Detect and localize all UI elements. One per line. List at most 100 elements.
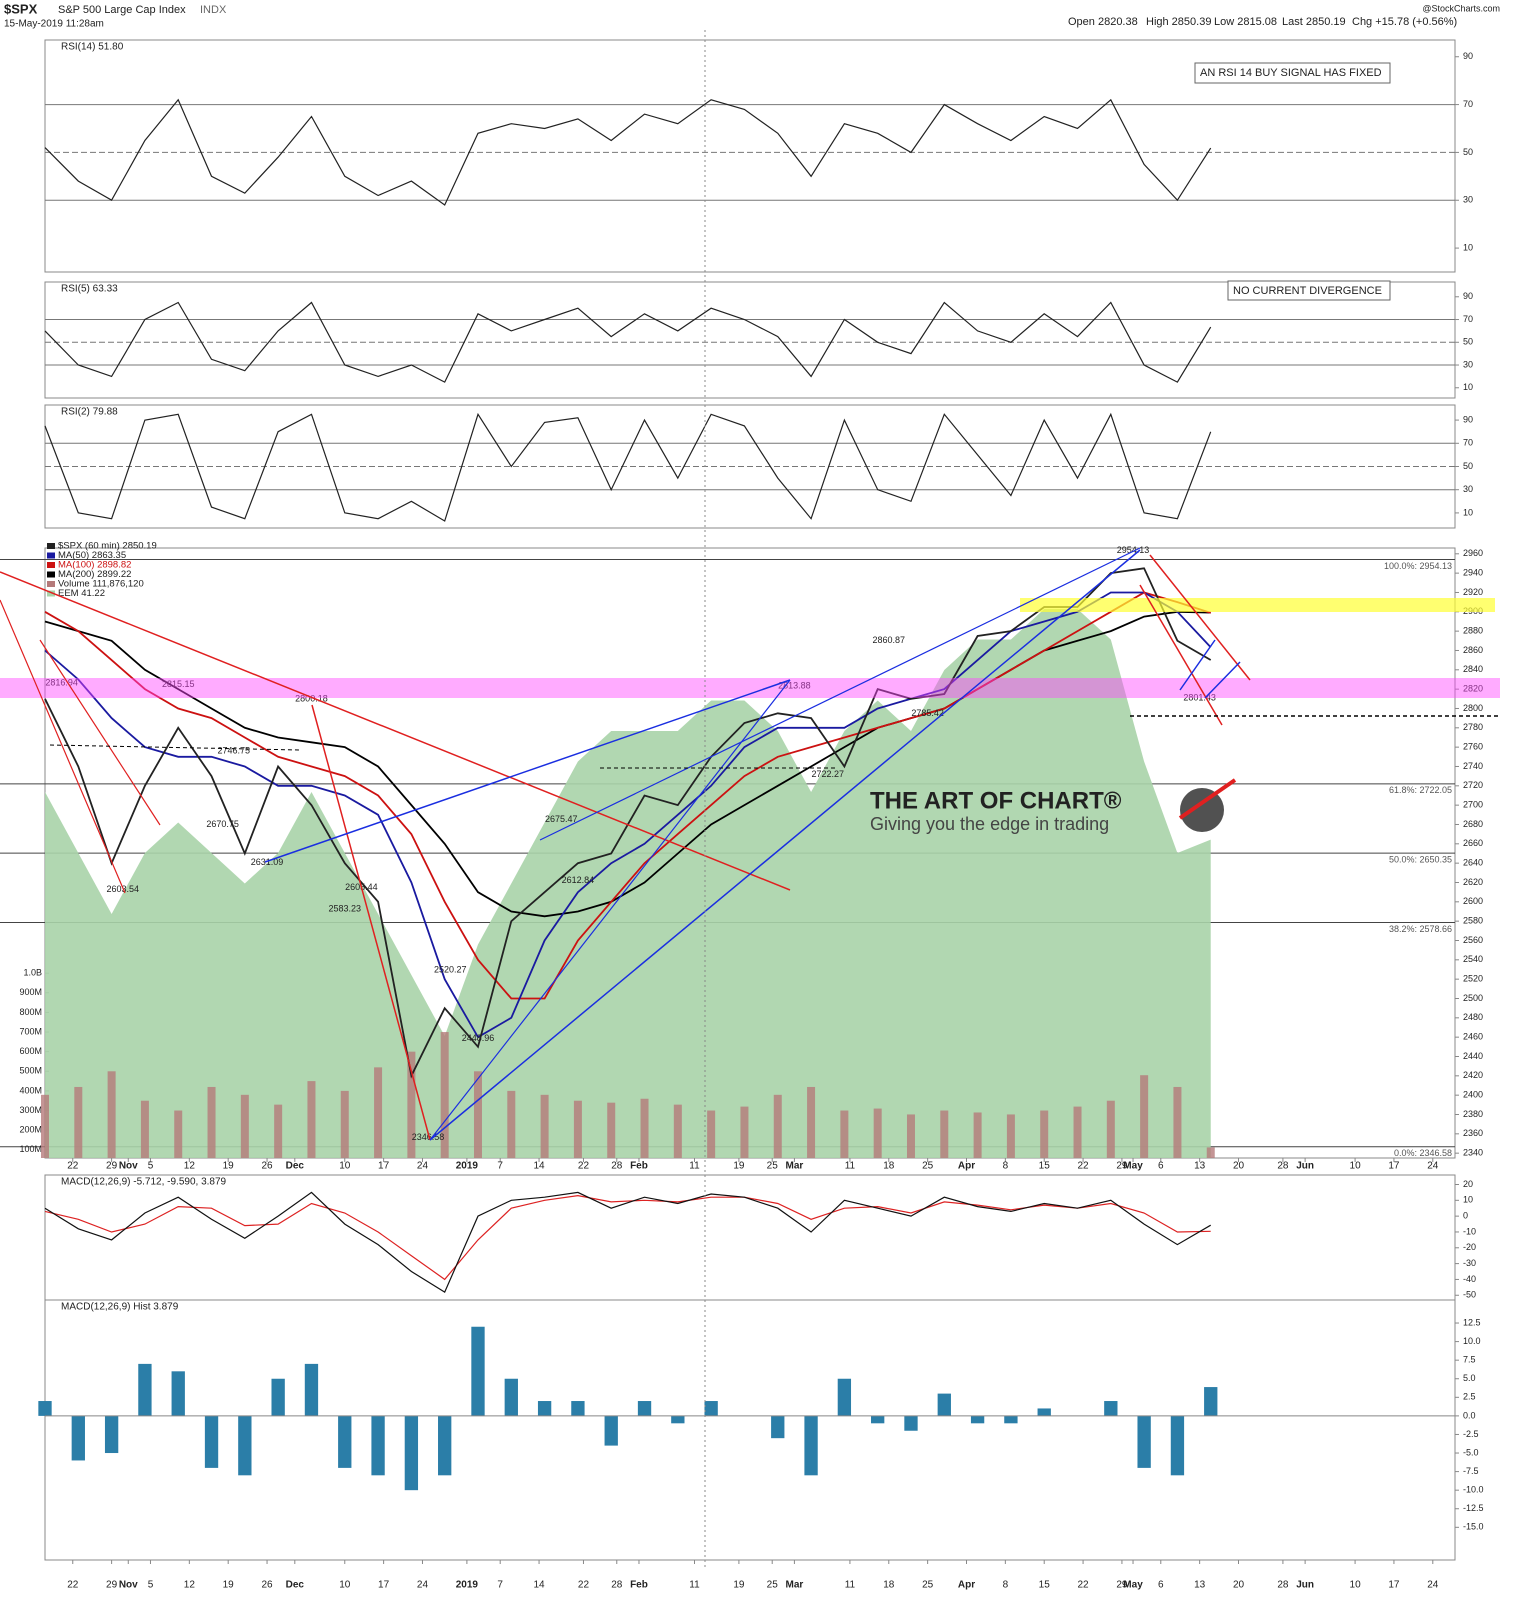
trend-line bbox=[429, 549, 1141, 1141]
volume-bar bbox=[740, 1106, 749, 1158]
trend-line bbox=[1179, 639, 1216, 691]
x-tick-label: 11 bbox=[689, 1161, 700, 1172]
trend-line bbox=[429, 679, 791, 1141]
volume-bar bbox=[1140, 1075, 1149, 1158]
x-tick-label: May bbox=[1123, 1161, 1143, 1172]
series-line bbox=[44, 301, 1212, 383]
quote: Low 2815.08 bbox=[1214, 16, 1277, 28]
volume-bar bbox=[374, 1067, 383, 1158]
y2-tick-label: 800M bbox=[19, 1007, 42, 1017]
volume-bar bbox=[940, 1110, 949, 1158]
x-tick-label: 28 bbox=[1277, 1580, 1289, 1591]
volume-bar bbox=[174, 1110, 183, 1158]
volume-bar bbox=[640, 1098, 649, 1158]
y-tick-label: 50 bbox=[1463, 337, 1473, 347]
y2-tick-label: 400M bbox=[19, 1085, 42, 1095]
x-tick-label: Nov bbox=[119, 1161, 138, 1172]
symbol-name: S&P 500 Large Cap Index bbox=[58, 4, 186, 16]
volume-bar bbox=[873, 1108, 882, 1158]
support-band bbox=[0, 678, 1500, 698]
x-tick-label: 14 bbox=[533, 1580, 545, 1591]
y-tick-label: 2480 bbox=[1463, 1012, 1483, 1022]
y-tick-label: 2800 bbox=[1463, 703, 1483, 713]
y-tick-label: 2840 bbox=[1463, 664, 1483, 674]
x-tick-label: 20 bbox=[1233, 1161, 1245, 1172]
x-tick-label: 17 bbox=[378, 1161, 390, 1172]
volume-bar bbox=[507, 1090, 516, 1158]
y-tick-label: -30 bbox=[1463, 1258, 1476, 1268]
trend-line bbox=[539, 547, 1141, 841]
legend-label: EEM 41.22 bbox=[58, 588, 105, 599]
x-tick-label: 22 bbox=[1078, 1161, 1090, 1172]
trend-line bbox=[1149, 554, 1251, 681]
volume-bar bbox=[407, 1051, 416, 1158]
x-tick-label: Mar bbox=[786, 1580, 804, 1591]
x-tick-label: 12 bbox=[184, 1161, 196, 1172]
volume-bar bbox=[840, 1110, 849, 1158]
legend-label: $SPX (60 min) 2850.19 bbox=[58, 541, 157, 552]
volume-bar bbox=[1006, 1114, 1015, 1158]
y-tick-label: -10.0 bbox=[1463, 1485, 1484, 1495]
hist-bar bbox=[904, 1415, 918, 1431]
y-tick-label: 10 bbox=[1463, 507, 1473, 517]
y-tick-label: 30 bbox=[1463, 484, 1473, 494]
y2-tick-label: 1.0B bbox=[23, 968, 42, 978]
volume-bar bbox=[207, 1086, 216, 1158]
hist-bar bbox=[970, 1415, 985, 1424]
y-tick-label: 0 bbox=[1463, 1211, 1468, 1221]
x-tick-label: 22 bbox=[578, 1580, 590, 1591]
x-tick-label: 5 bbox=[148, 1161, 154, 1172]
y-tick-label: 20 bbox=[1463, 1179, 1473, 1189]
x-tick-label: 24 bbox=[1427, 1161, 1439, 1172]
hist-bar bbox=[704, 1401, 718, 1416]
x-tick-label: 2019 bbox=[456, 1161, 479, 1172]
hist-bar bbox=[604, 1415, 618, 1446]
y-tick-label: 2340 bbox=[1463, 1148, 1483, 1158]
hist-bar bbox=[104, 1415, 119, 1454]
hist-bar bbox=[1170, 1415, 1185, 1476]
y-tick-label: 2680 bbox=[1463, 819, 1483, 829]
x-tick-label: 26 bbox=[261, 1580, 273, 1591]
hist-bar bbox=[304, 1363, 319, 1416]
legend-swatch bbox=[47, 581, 55, 587]
series-line bbox=[44, 98, 1212, 206]
volume-bar bbox=[74, 1086, 83, 1158]
fib-label: 100.0%: 2954.13 bbox=[1384, 561, 1452, 571]
y-tick-label: 90 bbox=[1463, 414, 1473, 424]
y2-tick-label: 600M bbox=[19, 1046, 42, 1056]
hist-bar bbox=[937, 1393, 951, 1416]
x-tick-label: May bbox=[1123, 1580, 1143, 1591]
y-tick-label: 70 bbox=[1463, 99, 1473, 109]
y-tick-label: 2920 bbox=[1463, 587, 1483, 597]
x-tick-label: 22 bbox=[67, 1161, 79, 1172]
y-tick-label: -15.0 bbox=[1463, 1522, 1484, 1532]
y-tick-label: -7.5 bbox=[1463, 1466, 1479, 1476]
y-tick-label: 10 bbox=[1463, 382, 1473, 392]
x-tick-label: 8 bbox=[1003, 1161, 1009, 1172]
volume-bar bbox=[773, 1094, 782, 1158]
hist-bar bbox=[671, 1415, 685, 1424]
panel-title: RSI(5) 63.33 bbox=[61, 284, 118, 295]
y2-tick-label: 300M bbox=[19, 1105, 42, 1115]
hist-bar bbox=[471, 1326, 485, 1416]
hist-bar bbox=[537, 1401, 552, 1416]
exchange: INDX bbox=[200, 4, 227, 16]
y-tick-label: 90 bbox=[1463, 51, 1473, 61]
x-tick-label: Jun bbox=[1296, 1161, 1314, 1172]
x-tick-label: 28 bbox=[611, 1161, 623, 1172]
price-label: 2816.94 bbox=[45, 677, 78, 687]
x-tick-label: Nov bbox=[119, 1580, 138, 1591]
fib-label: 50.0%: 2650.35 bbox=[1389, 855, 1452, 865]
y2-tick-label: 700M bbox=[19, 1026, 42, 1036]
hist-bar bbox=[371, 1415, 385, 1476]
y2-tick-label: 100M bbox=[19, 1144, 42, 1154]
x-tick-label: 19 bbox=[223, 1580, 235, 1591]
y-tick-label: 70 bbox=[1463, 438, 1473, 448]
legend-label: MA(200) 2899.22 bbox=[58, 569, 131, 580]
legend-label: Volume 111,876,120 bbox=[58, 579, 144, 590]
y-tick-label: 2740 bbox=[1463, 761, 1483, 771]
y-tick-label: 2640 bbox=[1463, 858, 1483, 868]
price-label: 2583.23 bbox=[328, 903, 361, 913]
x-tick-label: 28 bbox=[1277, 1161, 1289, 1172]
